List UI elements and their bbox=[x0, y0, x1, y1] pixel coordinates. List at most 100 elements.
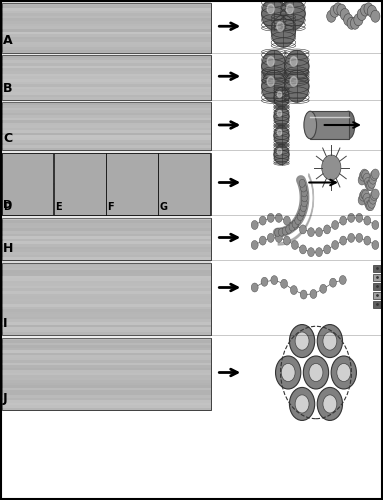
Bar bbox=[2, 250, 211, 252]
Ellipse shape bbox=[342, 112, 355, 138]
Bar bbox=[2, 348, 211, 350]
Bar bbox=[2, 335, 211, 338]
Bar bbox=[2, 112, 211, 115]
Bar bbox=[2, 405, 211, 407]
Bar bbox=[2, 125, 211, 128]
Circle shape bbox=[277, 22, 284, 31]
Bar bbox=[2, 299, 211, 302]
Circle shape bbox=[297, 212, 303, 220]
Bar bbox=[2, 395, 211, 398]
Circle shape bbox=[274, 144, 289, 165]
Bar bbox=[2, 360, 211, 362]
Circle shape bbox=[363, 194, 371, 203]
Circle shape bbox=[271, 15, 296, 48]
Circle shape bbox=[334, 3, 343, 15]
Bar bbox=[2, 178, 211, 180]
Circle shape bbox=[281, 364, 295, 382]
Bar bbox=[2, 378, 211, 380]
Bar bbox=[2, 105, 211, 108]
Circle shape bbox=[317, 388, 342, 420]
Circle shape bbox=[251, 220, 258, 230]
Bar bbox=[2, 130, 211, 132]
Bar bbox=[2, 280, 211, 283]
Bar bbox=[2, 370, 211, 372]
Circle shape bbox=[262, 50, 286, 82]
Bar bbox=[2, 2, 211, 52]
Bar bbox=[2, 145, 211, 148]
Bar bbox=[373, 274, 383, 280]
Bar bbox=[2, 138, 211, 140]
Bar bbox=[2, 234, 211, 236]
Circle shape bbox=[291, 240, 298, 250]
Bar bbox=[2, 247, 211, 250]
Circle shape bbox=[300, 204, 306, 212]
Circle shape bbox=[300, 184, 306, 192]
Circle shape bbox=[277, 148, 282, 154]
Bar bbox=[2, 100, 211, 102]
Bar bbox=[2, 345, 211, 348]
Bar bbox=[2, 350, 211, 352]
Circle shape bbox=[364, 216, 371, 225]
Circle shape bbox=[281, 0, 305, 30]
Bar bbox=[2, 338, 211, 410]
Circle shape bbox=[267, 56, 275, 66]
Bar bbox=[2, 368, 211, 370]
Circle shape bbox=[364, 198, 372, 207]
Bar bbox=[2, 198, 211, 200]
Bar bbox=[2, 260, 211, 262]
Circle shape bbox=[359, 171, 367, 181]
Circle shape bbox=[300, 225, 306, 234]
Circle shape bbox=[275, 214, 282, 222]
Circle shape bbox=[289, 223, 295, 231]
Bar bbox=[2, 365, 211, 368]
Bar bbox=[2, 352, 211, 355]
Bar bbox=[2, 180, 211, 182]
Bar bbox=[2, 212, 211, 215]
Circle shape bbox=[365, 200, 373, 210]
Circle shape bbox=[251, 240, 258, 250]
Bar bbox=[2, 200, 211, 202]
Circle shape bbox=[300, 245, 306, 254]
Circle shape bbox=[310, 290, 317, 298]
Bar bbox=[2, 44, 211, 48]
Circle shape bbox=[324, 225, 331, 234]
Bar bbox=[2, 26, 211, 29]
Circle shape bbox=[369, 194, 377, 204]
Bar bbox=[2, 158, 211, 160]
Bar bbox=[2, 82, 211, 84]
Circle shape bbox=[251, 283, 258, 292]
Bar bbox=[2, 140, 211, 142]
Circle shape bbox=[283, 236, 290, 245]
Bar bbox=[2, 18, 211, 21]
Circle shape bbox=[368, 198, 375, 208]
Circle shape bbox=[285, 70, 309, 102]
Bar bbox=[2, 94, 211, 98]
Bar bbox=[2, 304, 211, 306]
Bar bbox=[2, 314, 211, 317]
Circle shape bbox=[347, 18, 356, 29]
Bar bbox=[2, 362, 211, 365]
Bar bbox=[2, 185, 211, 188]
Bar bbox=[2, 317, 211, 320]
Bar bbox=[2, 152, 53, 215]
Bar bbox=[2, 16, 211, 18]
Circle shape bbox=[344, 14, 353, 26]
Bar bbox=[2, 273, 211, 276]
Bar bbox=[2, 118, 211, 120]
Bar bbox=[2, 218, 211, 220]
Bar bbox=[2, 132, 211, 135]
Circle shape bbox=[329, 278, 336, 287]
Bar bbox=[2, 48, 211, 50]
Circle shape bbox=[363, 174, 371, 184]
Bar bbox=[2, 210, 211, 212]
Circle shape bbox=[332, 220, 339, 230]
Bar bbox=[2, 66, 211, 68]
Circle shape bbox=[316, 228, 322, 236]
Circle shape bbox=[299, 180, 305, 188]
Bar bbox=[2, 148, 211, 150]
Circle shape bbox=[303, 356, 329, 389]
Circle shape bbox=[324, 245, 331, 254]
Bar bbox=[2, 390, 211, 392]
Text: E: E bbox=[55, 202, 62, 212]
Text: J: J bbox=[3, 392, 8, 405]
